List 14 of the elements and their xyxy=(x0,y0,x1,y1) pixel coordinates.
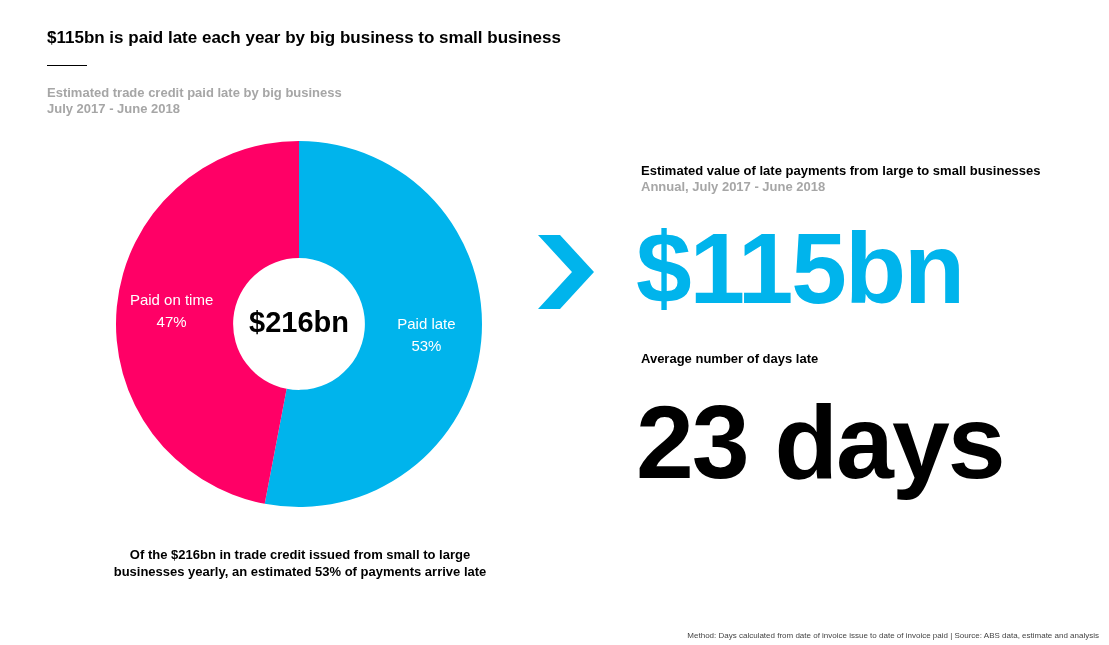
text: Annual, July 2017 - June 2018 xyxy=(641,179,826,194)
text: Of the $216bn in trade credit issued from small to large businesses yearly, an estimated 53% of payments arrive late xyxy=(112,546,488,580)
slice-label: Paid late xyxy=(397,315,456,333)
chart-subtitle: Estimated trade credit paid late by big business July 2017 - June 2018 xyxy=(47,85,342,117)
data-label: 53% xyxy=(411,337,442,355)
slice-label: Paid on time xyxy=(129,291,214,309)
text: Method: Days calculated from date of invoice issue to date of invoice paid | Source: ABS data, estimate and analysis xyxy=(687,631,1099,640)
text: $115bn xyxy=(636,211,964,326)
text: Average number of days late xyxy=(641,351,819,366)
text: 23 days xyxy=(636,383,1004,502)
text: Estimated value of late payments from large to small businesses xyxy=(641,163,1041,178)
data-label: 47% xyxy=(156,313,187,331)
chart-title: $115bn is paid late each year by big business to small business xyxy=(47,28,561,48)
text: $216bn xyxy=(249,306,349,338)
